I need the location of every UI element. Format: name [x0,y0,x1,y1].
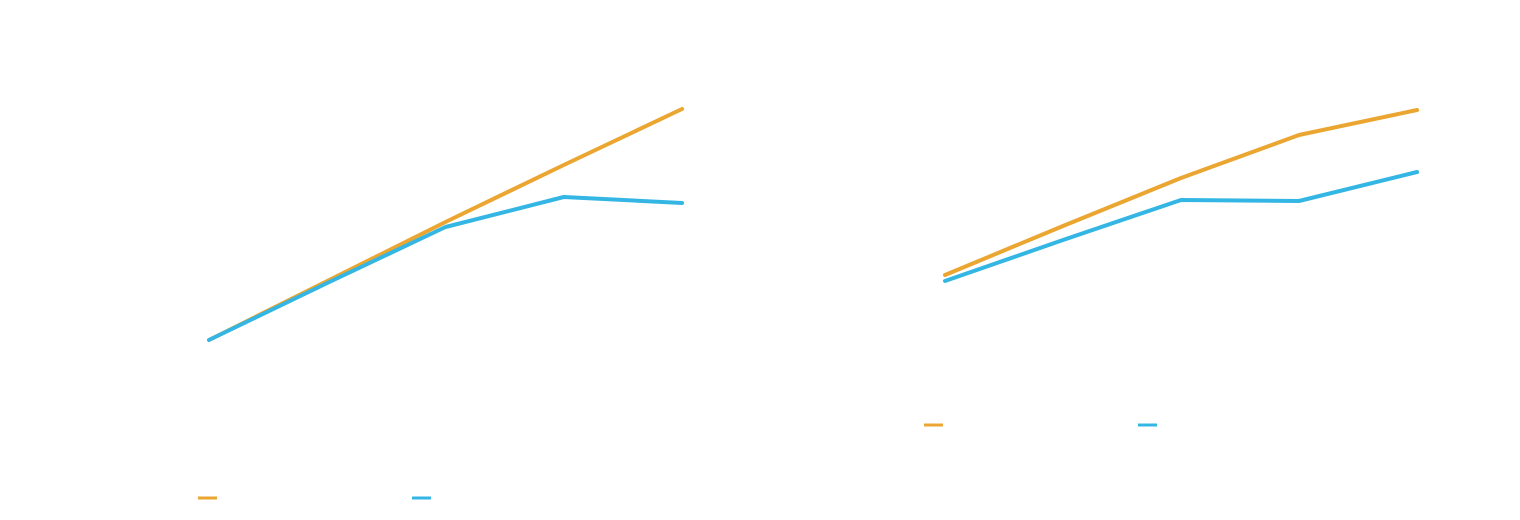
series-line [207,195,684,342]
series-line [943,170,1419,283]
series-line [943,108,1419,277]
